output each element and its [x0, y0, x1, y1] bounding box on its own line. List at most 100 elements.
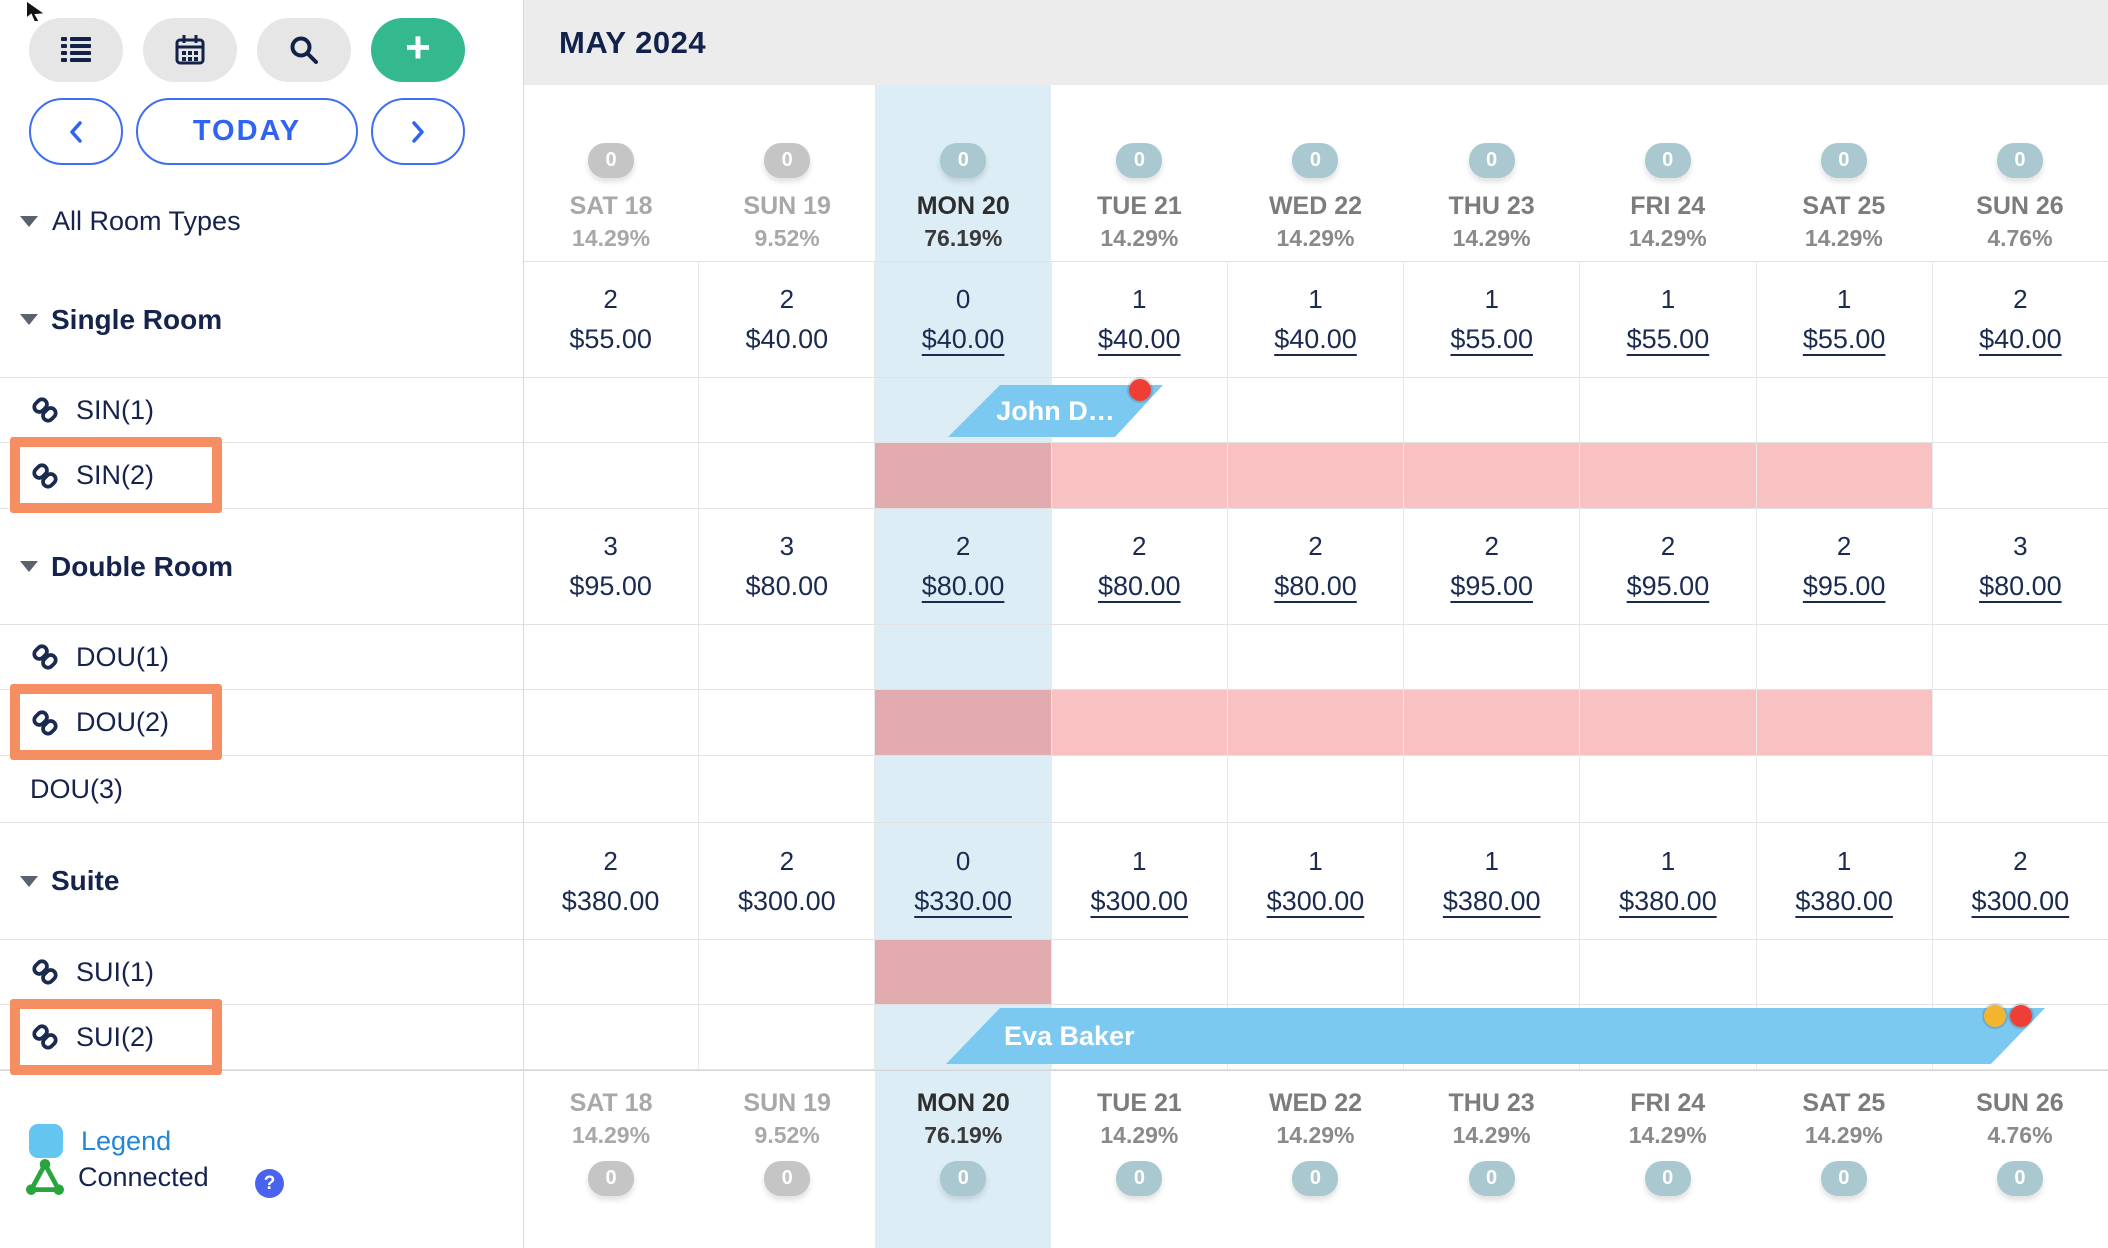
rate-price-link[interactable]: $95.00: [1802, 571, 1886, 601]
rate-price-link[interactable]: $300.00: [1090, 885, 1189, 916]
rate-cell[interactable]: 0 $40.00: [874, 262, 1051, 377]
day-cell[interactable]: [523, 1005, 698, 1069]
day-count-badge[interactable]: 0: [1644, 1161, 1691, 1196]
day-cell[interactable]: [1755, 940, 1932, 1004]
day-count-badge[interactable]: 0: [940, 143, 987, 178]
room-label-sin-2[interactable]: SIN(2): [0, 443, 523, 508]
room-label-dou-2[interactable]: DOU(2): [0, 690, 523, 755]
calendar-view-button[interactable]: [143, 18, 237, 82]
rate-cell[interactable]: 1 $380.00: [1755, 823, 1932, 939]
rate-price-link[interactable]: $40.00: [1274, 324, 1357, 354]
rate-price-link[interactable]: $380.00: [1619, 885, 1717, 916]
day-count-badge[interactable]: 0: [1292, 143, 1339, 178]
rate-price-link[interactable]: $330.00: [914, 885, 1012, 916]
legend-item[interactable]: Legend: [29, 1124, 171, 1158]
blocked-day-cell[interactable]: [1226, 443, 1404, 508]
day-cell[interactable]: [1755, 625, 1932, 689]
room-type-toggle-suite[interactable]: Suite: [0, 823, 523, 939]
blocked-day-cell[interactable]: [1579, 690, 1756, 755]
rate-price-link[interactable]: $300.00: [1971, 885, 2070, 916]
day-cell[interactable]: [1931, 690, 2108, 755]
day-cell[interactable]: [1931, 625, 2108, 689]
rate-price-link[interactable]: $55.00: [1450, 324, 1533, 354]
day-cell[interactable]: [1050, 756, 1227, 822]
room-label-sui-2[interactable]: SUI(2): [0, 1005, 523, 1069]
rate-cell[interactable]: 2 $40.00: [698, 262, 874, 377]
day-cell[interactable]: [1755, 756, 1932, 822]
rate-cell[interactable]: 2 $80.00: [874, 509, 1051, 624]
day-cell[interactable]: [1403, 940, 1579, 1004]
blocked-day-cell[interactable]: [1403, 443, 1580, 508]
rate-cell[interactable]: 1 $55.00: [1579, 262, 1755, 377]
rate-cell[interactable]: 0 $330.00: [874, 823, 1051, 939]
day-count-badge[interactable]: 0: [588, 1161, 635, 1196]
room-type-toggle-double[interactable]: Double Room: [0, 509, 523, 624]
day-cell[interactable]: [1226, 940, 1403, 1004]
rate-cell[interactable]: 1 $40.00: [1050, 262, 1227, 377]
day-cell[interactable]: [1579, 756, 1755, 822]
day-cell[interactable]: [523, 443, 698, 508]
search-button[interactable]: [257, 18, 351, 82]
rate-cell[interactable]: 2 $80.00: [1050, 509, 1227, 624]
rate-price-link[interactable]: $55.00: [1626, 324, 1710, 354]
room-label-sin-1[interactable]: SIN(1): [0, 378, 523, 442]
rate-cell[interactable]: 2 $40.00: [1931, 262, 2108, 377]
day-cell[interactable]: [523, 690, 698, 755]
rate-price-link[interactable]: $55.00: [1802, 324, 1886, 354]
rate-price-link[interactable]: $95.00: [1450, 571, 1533, 601]
day-count-badge[interactable]: 0: [764, 1161, 811, 1196]
rate-price-link[interactable]: $380.00: [1795, 885, 1893, 916]
prev-period-button[interactable]: [29, 98, 123, 165]
rate-cell[interactable]: 1 $380.00: [1579, 823, 1755, 939]
rate-price-link[interactable]: $40.00: [1979, 324, 2062, 354]
day-cell[interactable]: [1931, 756, 2108, 822]
rate-price-link[interactable]: $380.00: [1442, 885, 1541, 916]
day-cell[interactable]: [1579, 940, 1755, 1004]
rate-price-link[interactable]: $95.00: [1626, 571, 1710, 601]
room-label-dou-1[interactable]: DOU(1): [0, 625, 523, 689]
next-period-button[interactable]: [371, 98, 465, 165]
day-cell[interactable]: [1931, 443, 2108, 508]
room-type-filter[interactable]: All Room Types: [20, 206, 241, 237]
blocked-day-cell[interactable]: [1403, 690, 1580, 755]
blocked-day-cell[interactable]: [1579, 443, 1756, 508]
rate-cell[interactable]: 2 $95.00: [1579, 509, 1755, 624]
day-cell[interactable]: [1403, 756, 1579, 822]
rate-cell[interactable]: 2 $300.00: [1931, 823, 2108, 939]
day-cell[interactable]: [523, 378, 698, 442]
blocked-day-cell[interactable]: [1755, 443, 1932, 508]
day-count-badge[interactable]: 0: [588, 143, 635, 178]
day-cell[interactable]: [1755, 378, 1932, 442]
day-cell[interactable]: [698, 756, 874, 822]
day-count-badge[interactable]: 0: [1468, 143, 1515, 178]
day-count-badge[interactable]: 0: [1292, 1161, 1339, 1196]
day-cell[interactable]: [523, 940, 698, 1004]
rate-cell[interactable]: 1 $300.00: [1050, 823, 1227, 939]
day-cell[interactable]: [1931, 940, 2108, 1004]
rate-cell[interactable]: 2 $55.00: [523, 262, 698, 377]
day-cell[interactable]: [1579, 378, 1755, 442]
rate-price-link[interactable]: $80.00: [1097, 571, 1181, 601]
rate-price-link[interactable]: $40.00: [1097, 324, 1181, 354]
day-cell[interactable]: [1050, 940, 1227, 1004]
day-count-badge[interactable]: 0: [1820, 1161, 1867, 1196]
day-cell[interactable]: [523, 625, 698, 689]
day-cell[interactable]: [1226, 756, 1403, 822]
rate-cell[interactable]: 1 $300.00: [1226, 823, 1403, 939]
day-cell[interactable]: [698, 625, 874, 689]
add-booking-button[interactable]: +: [371, 18, 465, 82]
day-cell[interactable]: [874, 756, 1051, 822]
day-count-badge[interactable]: 0: [940, 1161, 987, 1196]
day-cell[interactable]: [874, 625, 1051, 689]
day-cell[interactable]: [1931, 378, 2108, 442]
rate-cell[interactable]: 1 $40.00: [1226, 262, 1403, 377]
blocked-day-cell[interactable]: [1050, 443, 1227, 508]
room-label-dou-3[interactable]: DOU(3): [0, 756, 523, 822]
blocked-day-cell[interactable]: [1226, 690, 1404, 755]
day-cell[interactable]: [698, 690, 874, 755]
blocked-day-cell[interactable]: [874, 443, 1051, 508]
day-cell[interactable]: [523, 756, 698, 822]
rate-cell[interactable]: 2 $380.00: [523, 823, 698, 939]
day-count-badge[interactable]: 0: [1996, 1161, 2043, 1196]
day-cell[interactable]: [698, 1005, 874, 1069]
